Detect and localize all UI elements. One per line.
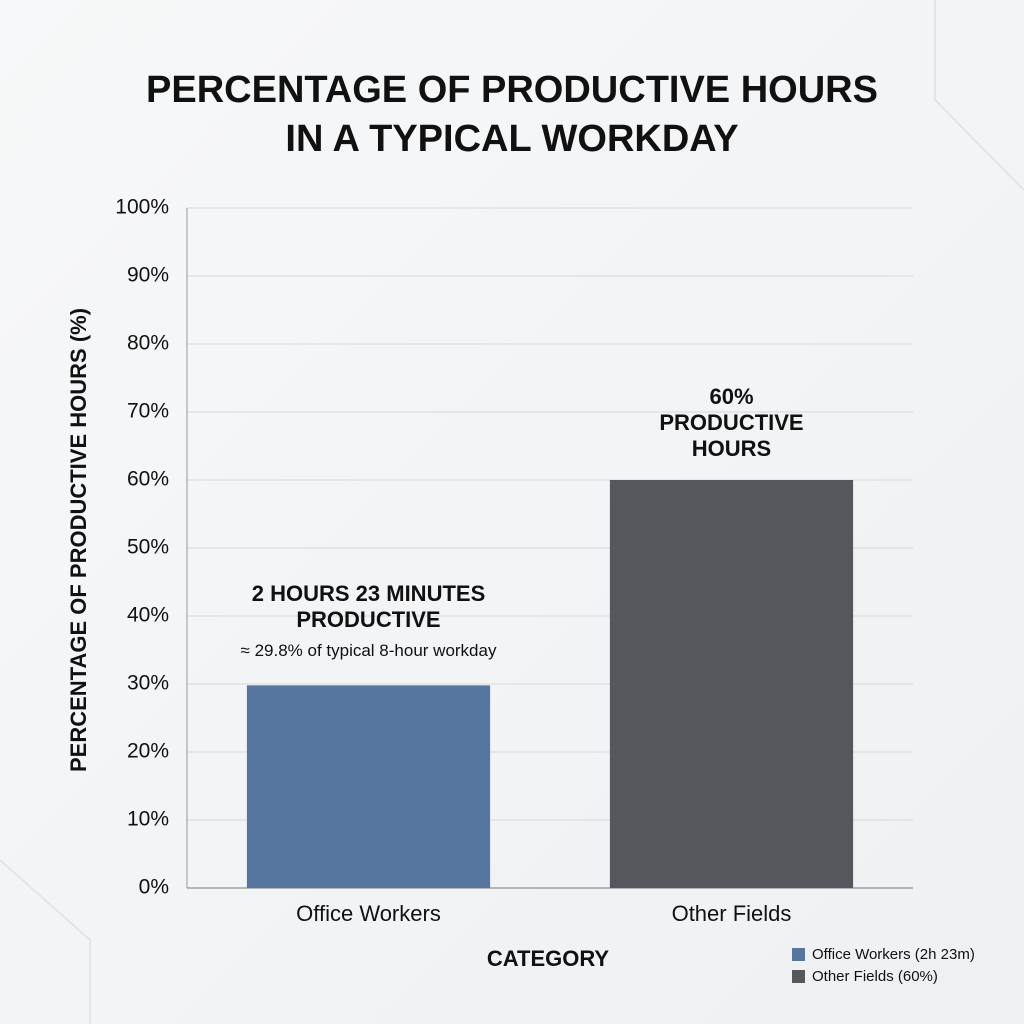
y-tick-label: 30% — [127, 672, 169, 695]
y-tick-label: 10% — [127, 808, 169, 831]
x-tick-label: Office Workers — [296, 901, 441, 926]
y-tick-label: 40% — [127, 604, 169, 627]
annotation: 2 HOURS 23 MINUTES — [252, 581, 486, 606]
legend-swatch — [792, 970, 805, 983]
annotation-note: ≈ 29.8% of typical 8-hour workday — [241, 641, 497, 660]
y-tick-label: 0% — [139, 876, 169, 899]
annotation: HOURS — [692, 436, 771, 461]
decoration — [934, 0, 1024, 191]
legend-label: Office Workers (2h 23m) — [812, 946, 975, 963]
bar — [609, 480, 854, 888]
chart-title: IN A TYPICAL WORKDAY — [285, 118, 738, 160]
chart-title: PERCENTAGE OF PRODUCTIVE HOURS — [146, 69, 878, 111]
y-tick-label: 70% — [127, 400, 169, 423]
y-tick-label: 90% — [127, 264, 169, 287]
y-tick-label: 50% — [127, 536, 169, 559]
decoration — [0, 859, 91, 1024]
y-tick-label: 20% — [127, 740, 169, 763]
annotation: 60% — [709, 384, 753, 409]
y-axis-label: PERCENTAGE OF PRODUCTIVE HOURS (%) — [66, 308, 91, 772]
bar — [246, 685, 491, 888]
legend-label: Other Fields (60%) — [812, 968, 938, 985]
y-tick-label: 80% — [127, 332, 169, 355]
x-tick-label: Other Fields — [672, 901, 792, 926]
y-tick-label: 100% — [115, 196, 169, 219]
legend-swatch — [792, 948, 805, 961]
x-axis-label: CATEGORY — [487, 946, 610, 971]
annotation: PRODUCTIVE — [659, 410, 803, 435]
annotation: PRODUCTIVE — [296, 607, 440, 632]
y-tick-label: 60% — [127, 468, 169, 491]
